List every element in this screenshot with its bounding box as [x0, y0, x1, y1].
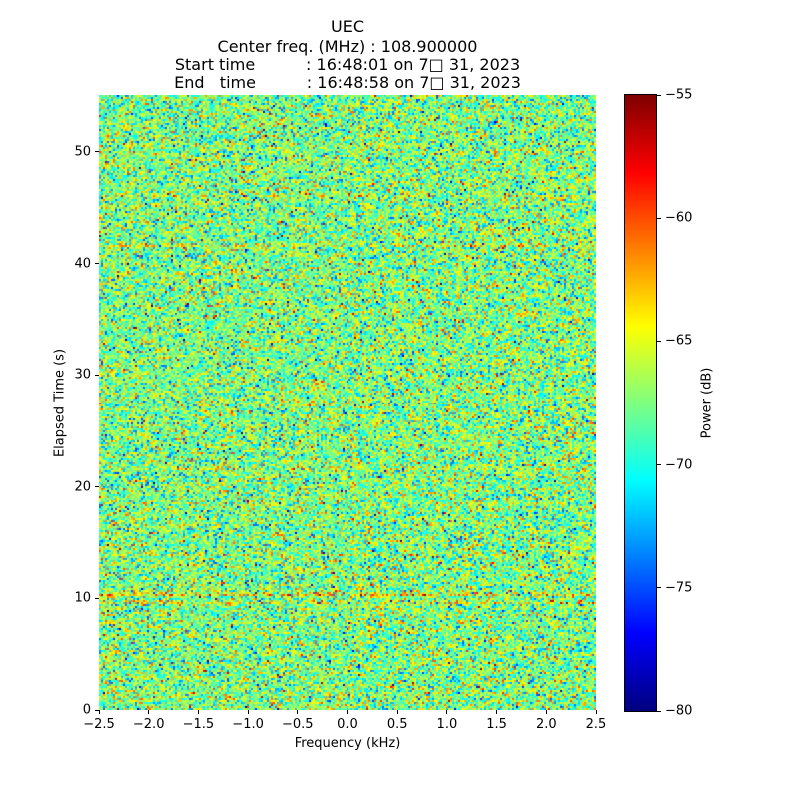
y-axis-label: Elapsed Time (s)	[52, 348, 68, 458]
chart-subtitles: Center freq. (MHz) : 108.900000 Start ti…	[0, 38, 695, 92]
y-tick	[95, 486, 99, 488]
x-tick	[545, 710, 547, 714]
subtitle-center-freq: Center freq. (MHz) : 108.900000	[217, 37, 478, 56]
x-tick-label: −2.5	[83, 717, 115, 732]
x-axis-label: Frequency (kHz)	[294, 736, 401, 751]
x-tick-label: 0.0	[337, 717, 358, 732]
x-tick	[396, 710, 398, 714]
x-tick-label: −2.0	[132, 717, 165, 732]
y-tick	[95, 263, 99, 265]
chart-title: UEC	[331, 17, 364, 36]
spectrogram-canvas	[99, 95, 596, 710]
y-tick-label: 50	[74, 144, 91, 160]
colorbar-tick-label: −60	[665, 210, 693, 226]
x-tick	[595, 710, 597, 714]
subtitle-start-time: Start time : 16:48:01 on 7□ 31, 2023	[174, 55, 521, 74]
x-tick-label: 2.0	[535, 717, 557, 732]
colorbar-tick-label: −55	[665, 87, 693, 103]
y-tick-label: 30	[74, 367, 91, 383]
colorbar-tick	[657, 710, 661, 712]
x-tick-label: 1.0	[436, 717, 458, 732]
colorbar-tick	[657, 587, 661, 589]
y-tick	[95, 374, 99, 376]
colorbar-canvas	[624, 94, 657, 712]
y-tick-label: 40	[74, 256, 91, 272]
colorbar-label: Power (dB)	[699, 367, 715, 439]
y-tick	[95, 709, 99, 711]
x-tick	[297, 710, 299, 714]
x-tick	[247, 710, 249, 714]
subtitle-end-time: End time : 16:48:58 on 7□ 31, 2023	[174, 73, 521, 92]
colorbar-tick-label: −65	[665, 333, 693, 349]
y-tick	[95, 151, 99, 153]
colorbar-tick-label: −75	[665, 580, 693, 596]
x-tick	[496, 710, 498, 714]
y-tick-label: 0	[82, 702, 91, 718]
colorbar-tick	[657, 464, 661, 466]
x-tick	[98, 710, 100, 714]
x-tick	[347, 710, 348, 714]
y-tick-label: 10	[74, 590, 91, 606]
x-tick-label: 2.5	[585, 717, 607, 732]
x-tick-label: 1.5	[486, 717, 507, 732]
x-tick-label: −1.0	[232, 717, 264, 732]
y-tick-label: 20	[74, 479, 91, 495]
x-tick	[197, 710, 199, 714]
colorbar-tick-label: −70	[665, 457, 693, 473]
colorbar-tick	[657, 340, 661, 342]
x-tick	[446, 710, 448, 714]
x-tick-label: −1.5	[182, 717, 215, 732]
colorbar-tick	[657, 217, 661, 219]
y-tick	[95, 597, 99, 599]
colorbar-tick-label: −80	[665, 703, 693, 719]
x-tick-label: 0.5	[386, 717, 408, 732]
x-tick	[148, 710, 150, 714]
x-tick-label: −0.5	[282, 717, 314, 732]
colorbar-tick	[657, 94, 661, 96]
